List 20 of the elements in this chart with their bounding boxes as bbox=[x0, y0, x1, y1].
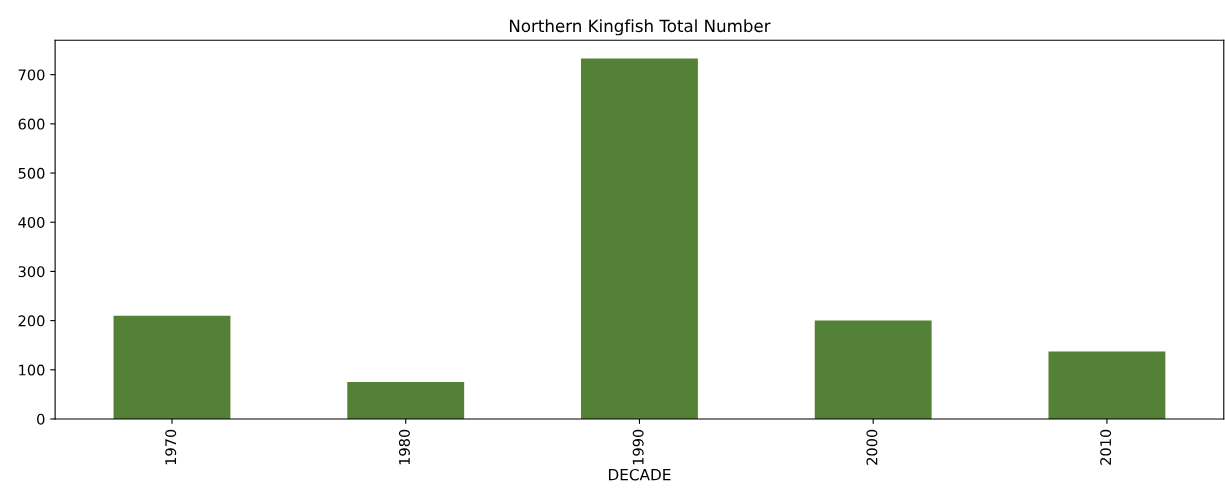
bar bbox=[1048, 351, 1166, 419]
x-tick-label: 2000 bbox=[866, 429, 878, 465]
x-tick-label: 1980 bbox=[398, 429, 410, 465]
bar bbox=[581, 58, 698, 419]
y-tick-label: 0 bbox=[37, 413, 45, 425]
x-axis-title: DECADE bbox=[608, 468, 671, 481]
y-tick-label: 500 bbox=[18, 167, 45, 179]
y-tick-label: 200 bbox=[18, 315, 45, 327]
y-tick-label: 300 bbox=[18, 266, 45, 278]
x-tick-label: 1970 bbox=[165, 429, 177, 465]
y-tick-label: 700 bbox=[18, 69, 45, 81]
bar bbox=[113, 315, 231, 419]
bar bbox=[347, 382, 465, 419]
y-tick-label: 100 bbox=[19, 364, 45, 376]
x-tick-label: 2010 bbox=[1100, 429, 1112, 465]
x-tick-label: 1990 bbox=[632, 429, 644, 465]
y-tick-label: 600 bbox=[18, 118, 45, 130]
chart-title: Northern Kingfish Total Number bbox=[509, 19, 771, 36]
y-tick-label: 400 bbox=[18, 216, 45, 228]
bar bbox=[814, 320, 932, 419]
